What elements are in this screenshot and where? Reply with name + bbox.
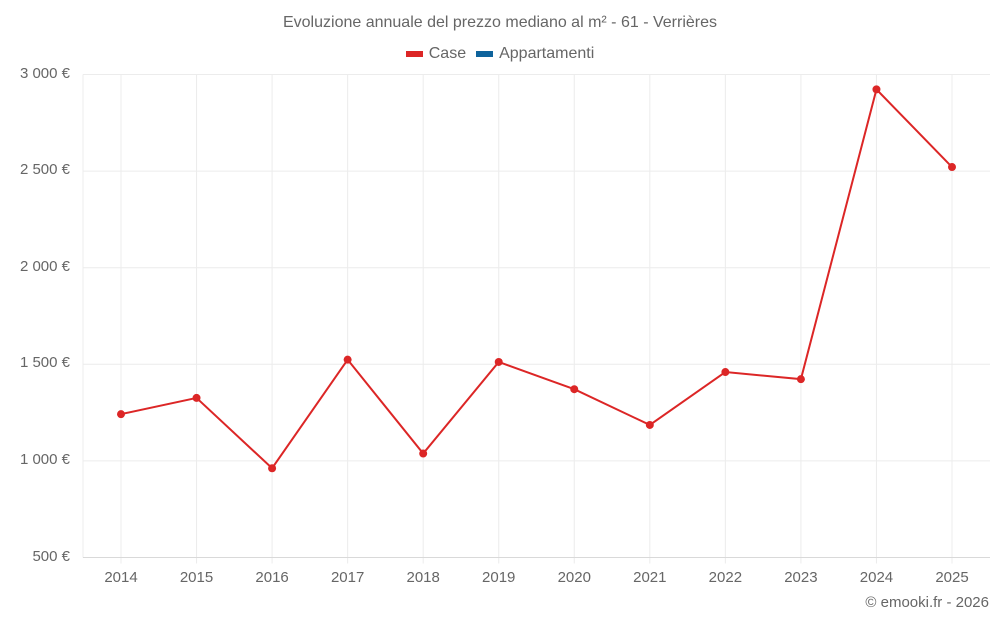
data-point[interactable]	[796, 375, 805, 384]
legend-label-case: Case	[428, 45, 467, 62]
x-tick-label: 2021	[633, 569, 667, 586]
credit-text: © emooki.fr - 2026	[865, 594, 989, 611]
series-line-case	[120, 87, 953, 470]
data-point[interactable]	[192, 393, 201, 402]
data-point[interactable]	[872, 85, 881, 94]
legend-swatch-case	[405, 51, 423, 57]
x-tick-label: 2014	[104, 569, 138, 586]
data-point[interactable]	[343, 355, 352, 364]
data-point[interactable]	[721, 368, 730, 377]
x-tick-label: 2024	[859, 569, 894, 586]
x-tick-label: 2019	[482, 569, 516, 586]
x-tick-label: 2020	[557, 569, 591, 586]
x-tick-label: 2023	[784, 569, 818, 586]
y-tick-label: 2 000 €	[19, 257, 70, 275]
series-case	[117, 85, 956, 473]
y-tick-label: 3 000 €	[19, 64, 70, 82]
y-tick-label: 1 000 €	[19, 450, 70, 468]
x-tick-label: 2015	[179, 569, 214, 586]
legend-label-appartamenti: Appartamenti	[499, 45, 595, 62]
data-point[interactable]	[570, 385, 579, 394]
data-point[interactable]	[948, 163, 956, 172]
x-tick-label: 2017	[330, 569, 365, 586]
legend-swatch-appartamenti	[476, 51, 494, 57]
y-tick-label: 2 500 €	[19, 161, 70, 179]
legend: Case Appartamenti	[0, 45, 1000, 63]
gridlines	[82, 74, 990, 564]
chart-title: Evoluzione annuale del prezzo mediano al…	[282, 14, 717, 31]
y-tick-label: 500 €	[32, 547, 70, 565]
x-tick-label: 2016	[255, 569, 289, 586]
legend-item-case[interactable]: Case	[405, 45, 467, 63]
x-tick-label: 2025	[935, 569, 969, 586]
legend-item-appartamenti[interactable]: Appartamenti	[476, 45, 594, 63]
data-point[interactable]	[268, 464, 277, 473]
x-tick-label: 2018	[406, 569, 440, 586]
x-tick-label: 2022	[708, 569, 743, 586]
data-point[interactable]	[419, 449, 428, 458]
y-tick-label: 1 500 €	[19, 354, 70, 372]
data-point[interactable]	[494, 357, 503, 366]
data-point[interactable]	[645, 420, 654, 429]
data-point[interactable]	[117, 410, 125, 419]
